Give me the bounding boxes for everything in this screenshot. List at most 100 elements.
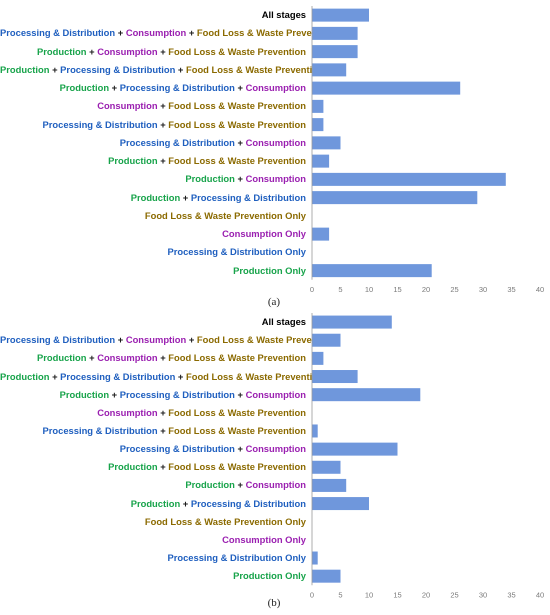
bar [312,8,369,22]
category-label-segment: Production [0,370,50,382]
category-label: All stages [0,9,306,21]
category-label-segment: Food Loss & Waste Prevention [168,406,306,418]
category-label: Production + Processing & Distribution +… [0,370,324,383]
category-label-segment: Food Loss & Waste Prevention [168,155,306,167]
bar [312,333,341,347]
category-label-segment: Production [108,461,158,473]
plus-sign: + [157,118,169,130]
plus-sign: + [180,497,191,509]
bar [312,460,341,474]
category-label-segment: Food Loss & Waste Prevention [168,118,306,130]
category-label-segment: Processing & Distribution [42,118,158,130]
category-label-segment: Production [37,45,87,57]
x-tick-label: 40 [536,285,544,294]
category-label-segment: Production Only [233,570,306,582]
x-tick-label: 15 [393,590,401,599]
category-label-segment: Food Loss & Waste Prevention [196,27,335,39]
category-label: Production Only [0,265,306,277]
bar [312,45,358,59]
plus-sign: + [86,45,98,57]
x-tick-label: 40 [536,590,544,599]
category-label-segment: Consumption [245,173,306,185]
category-label-segment: Food Loss & Waste Prevention [168,352,306,364]
category-label-segment: Consumption [97,352,158,364]
category-label-segment: Processing & Distribution [0,334,116,346]
x-tick-label: 5 [338,285,342,294]
category-label: Consumption + Food Loss & Waste Preventi… [0,100,306,112]
x-tick-label: 25 [450,285,458,294]
plus-sign: + [109,82,120,94]
category-label-segment: Consumption [97,45,158,57]
x-tick-label: 15 [393,285,401,294]
x-tick-label: 35 [507,590,515,599]
category-label-segment: Consumption [245,443,306,455]
category-label-segment: All stages [261,316,306,328]
category-label: Production + Processing & Distribution +… [0,389,306,401]
x-tick-label: 10 [365,590,373,599]
x-tick-label: 20 [422,285,430,294]
category-label-segment: Processing & Distribution [119,136,235,148]
category-label-segment: Production [130,191,181,203]
bar [312,497,369,511]
category-label: Production + Consumption + Food Loss & W… [0,352,306,364]
category-label-segment: Processing & Distribution [119,443,235,455]
category-label: Production + Processing & Distribution [0,498,306,510]
x-tick-label: 20 [422,590,430,599]
plus-sign: + [186,334,197,346]
category-label-segment: Processing & Distribution [119,388,235,400]
x-tick-label: 10 [365,285,373,294]
category-label-segment: Production [59,82,110,94]
plus-sign: + [86,352,98,364]
x-tick-label: 0 [310,590,314,599]
bar [312,154,330,168]
bar [312,478,347,492]
plus-sign: + [115,27,126,39]
bar [312,370,358,384]
plus-sign: + [234,173,246,185]
category-label-segment: Food Loss & Waste Prevention [168,100,306,112]
category-label-segment: Food Loss & Waste Prevention Only [144,209,306,221]
category-label-segment: All stages [261,9,306,21]
category-label-segment: Production [130,497,181,509]
bar [312,388,421,402]
category-label-segment: Food Loss & Waste Prevention [168,461,306,473]
category-label-segment: Consumption [97,100,158,112]
bar [312,264,432,278]
category-label-segment: Consumption Only [222,533,306,545]
category-label: Production + Processing & Distribution +… [0,63,324,76]
category-label-segment: Consumption Only [222,228,306,240]
category-label: Production + Food Loss & Waste Preventio… [0,155,306,167]
x-tick-label: 0 [310,285,314,294]
category-label: Processing & Distribution + Consumption … [0,334,335,346]
category-label: Processing & Distribution Only [0,246,306,258]
bar [312,315,392,329]
plus-sign: + [109,388,120,400]
category-label-segment: Production Only [233,264,306,276]
x-tick-label: 5 [338,590,342,599]
category-label-segment: Consumption [245,82,306,94]
category-label-segment: Production [185,479,235,491]
plus-sign: + [49,63,61,75]
category-label-segment: Consumption [125,27,187,39]
category-label-segment: Processing & Distribution [190,191,306,203]
plus-sign: + [157,352,169,364]
bar [312,118,324,132]
subfigure-caption: (b) [267,597,281,609]
bar [312,191,478,205]
plus-sign: + [157,45,169,57]
plus-sign: + [49,370,61,382]
category-label-segment: Processing & Distribution Only [167,246,306,258]
category-label: Production + Processing & Distribution [0,192,306,204]
category-label-segment: Production [108,155,158,167]
category-label: Food Loss & Waste Prevention Only [0,516,306,528]
x-tick-label: 30 [479,590,487,599]
bar [312,172,506,186]
plus-sign: + [234,443,246,455]
category-label-segment: Consumption [245,388,306,400]
category-label-segment: Processing & Distribution [60,63,176,75]
bar [312,63,347,77]
category-label: Processing & Distribution + Consumption [0,137,306,149]
plus-sign: + [157,155,169,167]
bar [312,351,324,365]
